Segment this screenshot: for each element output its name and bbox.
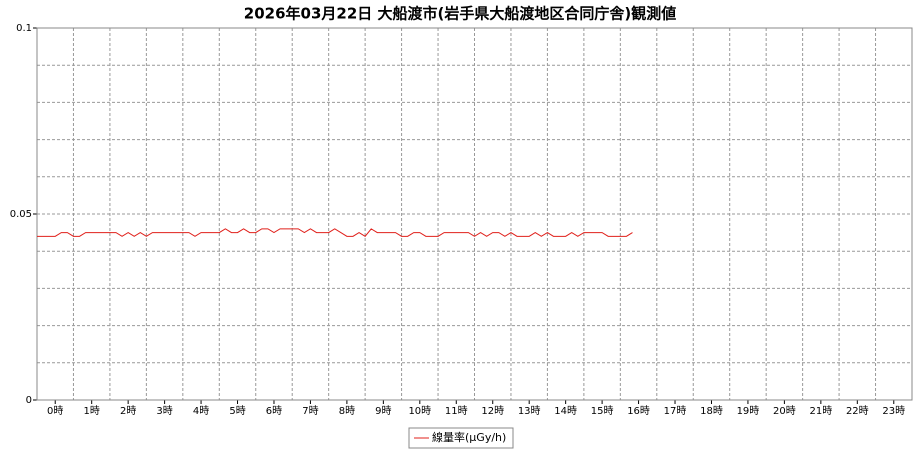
x-tick-label: 1時 [84, 405, 100, 417]
x-tick-label: 16時 [627, 405, 650, 417]
x-tick-label: 3時 [156, 405, 172, 417]
x-tick-label: 5時 [229, 405, 245, 417]
x-tick-label: 11時 [445, 405, 468, 417]
x-tick-label: 0時 [47, 405, 63, 417]
chart-title: 2026年03月22日 大船渡市(岩手県大船渡地区合同庁舎)観測値 [244, 5, 676, 23]
x-tick-label: 6時 [266, 405, 282, 417]
y-tick-label: 0 [26, 395, 32, 406]
x-tick-label: 15時 [591, 405, 614, 417]
y-tick-label: 0.05 [10, 209, 32, 220]
x-tick-label: 21時 [809, 405, 832, 417]
x-tick-label: 17時 [664, 405, 687, 417]
x-tick-label: 14時 [554, 405, 577, 417]
x-tick-label: 23時 [882, 405, 905, 417]
x-tick-label: 22時 [846, 405, 869, 417]
data-line [37, 228, 633, 237]
x-tick-label: 13時 [518, 405, 541, 417]
x-tick-label: 9時 [375, 405, 391, 417]
x-tick-label: 20時 [773, 405, 796, 417]
x-tick-label: 4時 [193, 405, 209, 417]
x-tick-label: 19時 [737, 405, 760, 417]
x-tick-label: 18時 [700, 405, 723, 417]
x-tick-label: 7時 [302, 405, 318, 417]
legend-label: 線量率(μGy/h) [432, 430, 506, 444]
x-tick-label: 10時 [408, 405, 431, 417]
x-tick-label: 8時 [339, 405, 355, 417]
legend-box [408, 427, 514, 449]
plot-border [36, 27, 913, 401]
x-tick-label: 2時 [120, 405, 136, 417]
y-tick-label: 0.1 [16, 23, 32, 34]
x-tick-label: 12時 [481, 405, 504, 417]
